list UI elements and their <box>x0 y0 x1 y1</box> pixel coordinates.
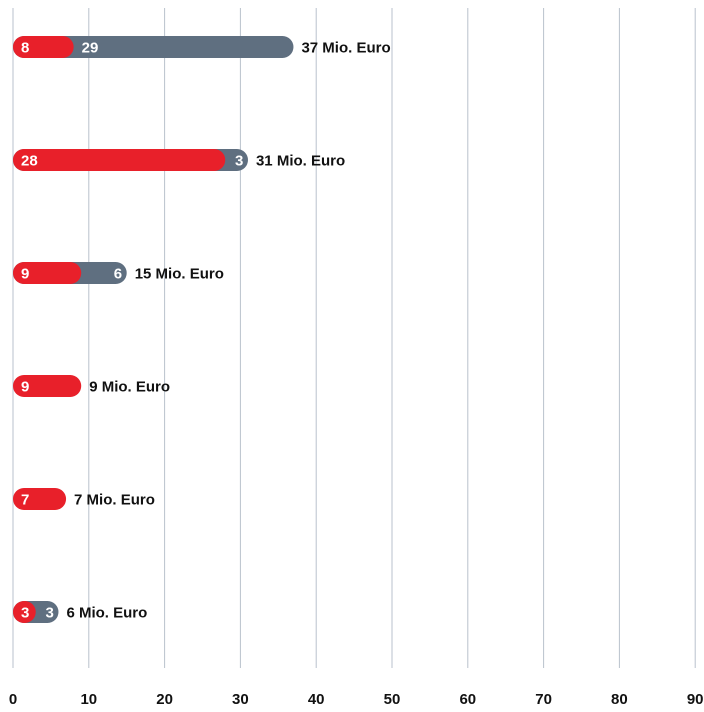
total-label: 6 Mio. Euro <box>66 605 147 622</box>
x-tick-label: 0 <box>9 691 17 708</box>
segment-b-label: 6 <box>114 266 122 283</box>
segment-a-label: 8 <box>21 40 29 57</box>
x-axis-tick-labels: 0 10 20 30 40 50 60 70 80 90 <box>9 691 704 708</box>
bar-segment-a <box>13 375 82 397</box>
x-tick-label: 10 <box>80 691 97 708</box>
segment-a-label: 7 <box>21 492 29 509</box>
bar-row: 8 29 37 Mio. Euro <box>13 36 391 58</box>
x-tick-label: 80 <box>611 691 628 708</box>
segment-a-label: 9 <box>21 379 29 396</box>
bar-segment-a <box>13 601 36 623</box>
x-tick-label: 40 <box>308 691 325 708</box>
segment-b-label: 3 <box>45 605 53 622</box>
bar-segment-a <box>13 488 67 510</box>
segment-a-label: 28 <box>21 153 38 170</box>
segment-b-label: 3 <box>235 153 243 170</box>
total-label: 37 Mio. Euro <box>301 40 390 57</box>
bar-segment-a <box>13 36 74 58</box>
x-tick-label: 60 <box>459 691 476 708</box>
x-tick-label: 20 <box>156 691 173 708</box>
segment-b-label: 29 <box>82 40 99 57</box>
grid-lines <box>12 8 696 668</box>
x-tick-label: 90 <box>687 691 704 708</box>
bar-row: 9 9 Mio. Euro <box>13 375 170 397</box>
segment-a-label: 3 <box>21 605 29 622</box>
bar-segment-b <box>13 36 294 58</box>
bar-row: 9 6 15 Mio. Euro <box>13 262 224 284</box>
bar-row: 7 7 Mio. Euro <box>13 488 155 510</box>
x-tick-label: 70 <box>535 691 552 708</box>
total-label: 15 Mio. Euro <box>135 266 224 283</box>
bar-row: 28 3 31 Mio. Euro <box>13 149 345 171</box>
bar-segment-a <box>13 149 226 171</box>
total-label: 9 Mio. Euro <box>89 379 170 396</box>
bar-segment-a <box>13 262 82 284</box>
total-label: 7 Mio. Euro <box>74 492 155 509</box>
total-label: 31 Mio. Euro <box>256 153 345 170</box>
x-tick-label: 50 <box>384 691 401 708</box>
x-tick-label: 30 <box>232 691 249 708</box>
segment-a-label: 9 <box>21 266 29 283</box>
